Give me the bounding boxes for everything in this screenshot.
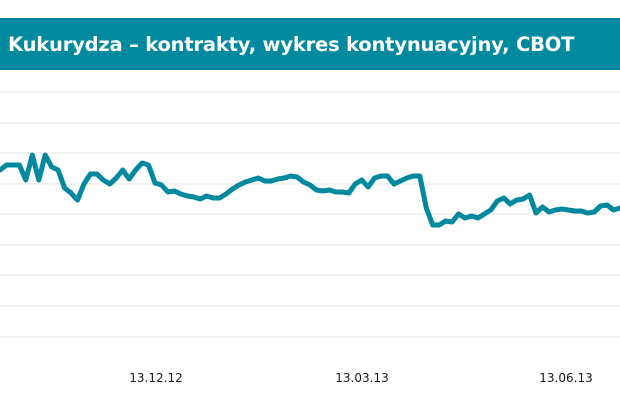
x-tick-label: 13.12.12 (129, 371, 182, 385)
chart-title: Kukurydza – kontrakty, wykres kontynuacy… (8, 32, 575, 56)
x-tick-label: 13.03.13 (335, 371, 388, 385)
chart-grid (0, 91, 620, 338)
x-axis-ticks: 13.12.12 13.03.13 13.06.13 (129, 371, 592, 385)
chart-title-bar: Kukurydza – kontrakty, wykres kontynuacy… (0, 18, 620, 70)
series-line (0, 152, 620, 228)
chart-series (0, 152, 620, 228)
x-tick-label: 13.06.13 (539, 371, 592, 385)
